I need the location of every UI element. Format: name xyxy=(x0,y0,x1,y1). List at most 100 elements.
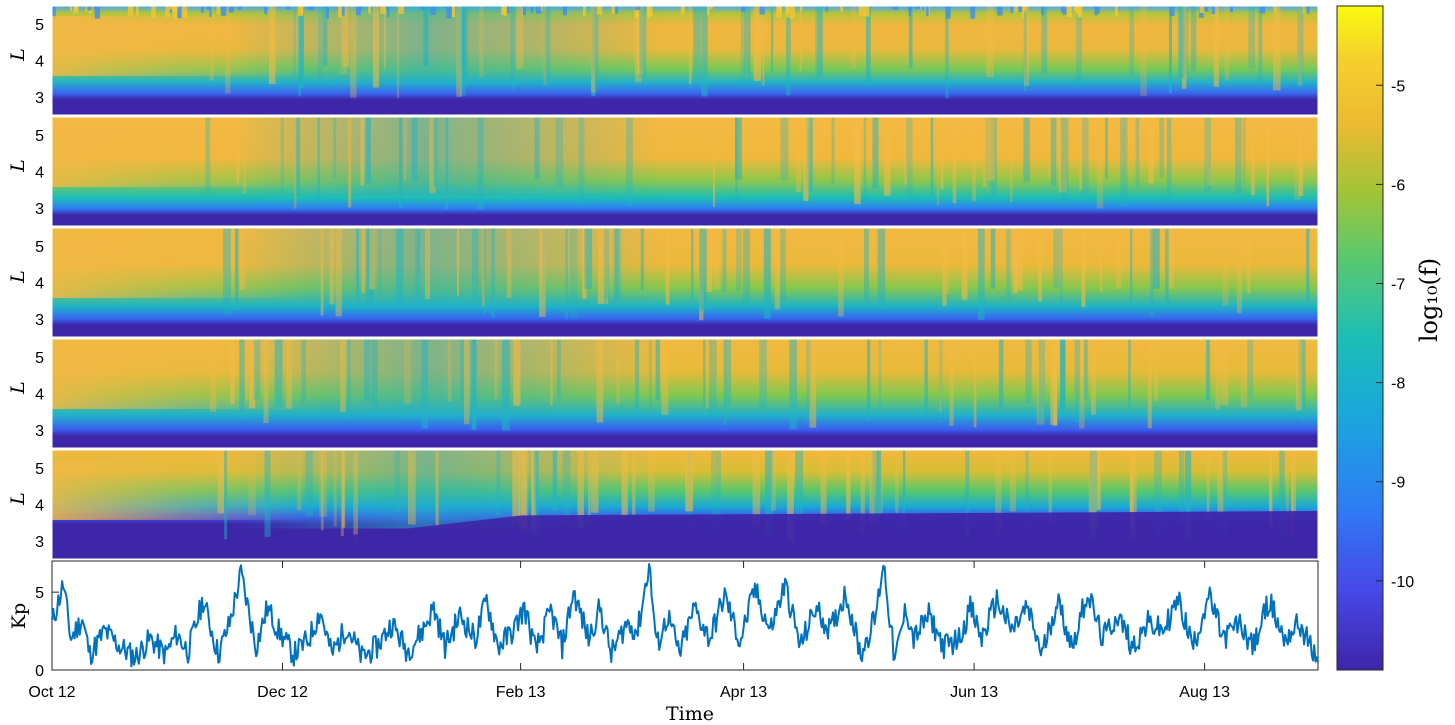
striation xyxy=(1048,450,1052,524)
striation xyxy=(939,339,942,412)
top-noise xyxy=(707,6,710,16)
striation xyxy=(209,339,217,412)
striation xyxy=(1220,339,1229,406)
striation xyxy=(908,6,913,69)
top-noise xyxy=(177,6,183,19)
x-tick-label: Oct 12 xyxy=(28,684,75,701)
striation xyxy=(384,6,386,69)
striation xyxy=(479,6,484,77)
striation xyxy=(736,228,742,291)
striation xyxy=(1025,339,1032,404)
top-noise xyxy=(776,6,782,18)
storm-striations xyxy=(209,339,1306,431)
striation xyxy=(209,6,214,81)
striation xyxy=(1088,450,1097,529)
striation xyxy=(699,228,708,311)
colorbar-tick-label: -8 xyxy=(1391,376,1405,393)
striation xyxy=(661,339,669,415)
striation xyxy=(796,117,802,193)
striation xyxy=(429,117,436,194)
striation xyxy=(1060,117,1069,204)
striation xyxy=(709,339,717,420)
striation xyxy=(224,450,228,540)
striation xyxy=(945,228,950,295)
top-noise xyxy=(563,6,567,16)
striation xyxy=(605,228,609,304)
striation xyxy=(1128,339,1131,410)
top-noise xyxy=(1211,6,1215,15)
striation xyxy=(1130,228,1133,306)
top-noise xyxy=(87,6,92,11)
striation xyxy=(342,6,350,67)
striation xyxy=(665,228,670,305)
striation xyxy=(748,6,751,82)
striation xyxy=(544,6,551,87)
striation xyxy=(626,117,633,207)
striation xyxy=(1184,6,1189,74)
striation xyxy=(706,339,709,409)
colorbar-label: log₁₀(f) xyxy=(1415,258,1443,342)
top-noise xyxy=(1073,6,1079,12)
top-noise xyxy=(75,6,78,12)
striation xyxy=(456,6,464,68)
striation xyxy=(394,450,400,512)
striation xyxy=(588,450,591,524)
striation xyxy=(433,117,438,187)
striation xyxy=(347,339,351,419)
striation xyxy=(356,228,360,302)
top-noise xyxy=(596,6,603,15)
striation xyxy=(297,450,302,511)
top-noise xyxy=(1018,6,1023,12)
top-noise xyxy=(530,6,534,13)
striation xyxy=(613,228,619,304)
top-noise xyxy=(380,6,386,14)
y-tick-label: 5 xyxy=(35,128,44,145)
striation xyxy=(456,6,463,97)
top-noise xyxy=(1066,6,1072,17)
striation xyxy=(805,117,813,192)
striation xyxy=(1089,450,1097,539)
top-noise xyxy=(1307,6,1310,14)
striation xyxy=(301,339,307,402)
striation xyxy=(771,450,776,511)
striation xyxy=(877,228,886,308)
striation xyxy=(404,339,412,404)
panel-border xyxy=(51,227,1319,338)
top-noise xyxy=(430,6,436,15)
striation xyxy=(205,117,211,196)
striation xyxy=(1047,117,1053,180)
striation xyxy=(799,6,802,72)
striation xyxy=(930,117,934,196)
top-noise xyxy=(864,6,870,17)
striation xyxy=(1038,228,1043,301)
top-noise xyxy=(1022,6,1027,12)
striation xyxy=(1025,450,1029,527)
striation xyxy=(335,228,342,317)
striation xyxy=(299,6,304,88)
striation xyxy=(1041,6,1048,74)
top-noise xyxy=(165,6,170,18)
top-noise xyxy=(326,6,329,19)
colorbar-tick-label: -5 xyxy=(1391,78,1405,95)
heatmap-panel-1: 3 4 5L xyxy=(7,5,1319,116)
x-axis-label: Time xyxy=(666,703,714,725)
striation xyxy=(510,6,515,90)
top-noise xyxy=(786,6,790,18)
striation xyxy=(350,6,357,98)
striation xyxy=(961,228,968,300)
striation xyxy=(780,117,789,181)
top-noise xyxy=(309,6,315,11)
x-tick-label: Feb 13 xyxy=(496,684,546,701)
striation xyxy=(225,6,231,94)
striation xyxy=(722,228,727,292)
striation xyxy=(703,339,706,406)
striation xyxy=(1152,228,1160,289)
striation xyxy=(1236,228,1242,314)
striation xyxy=(854,117,861,205)
top-noise xyxy=(173,6,178,19)
striation xyxy=(895,450,899,513)
striation xyxy=(817,6,823,79)
striation xyxy=(482,228,485,307)
striation xyxy=(533,450,539,542)
